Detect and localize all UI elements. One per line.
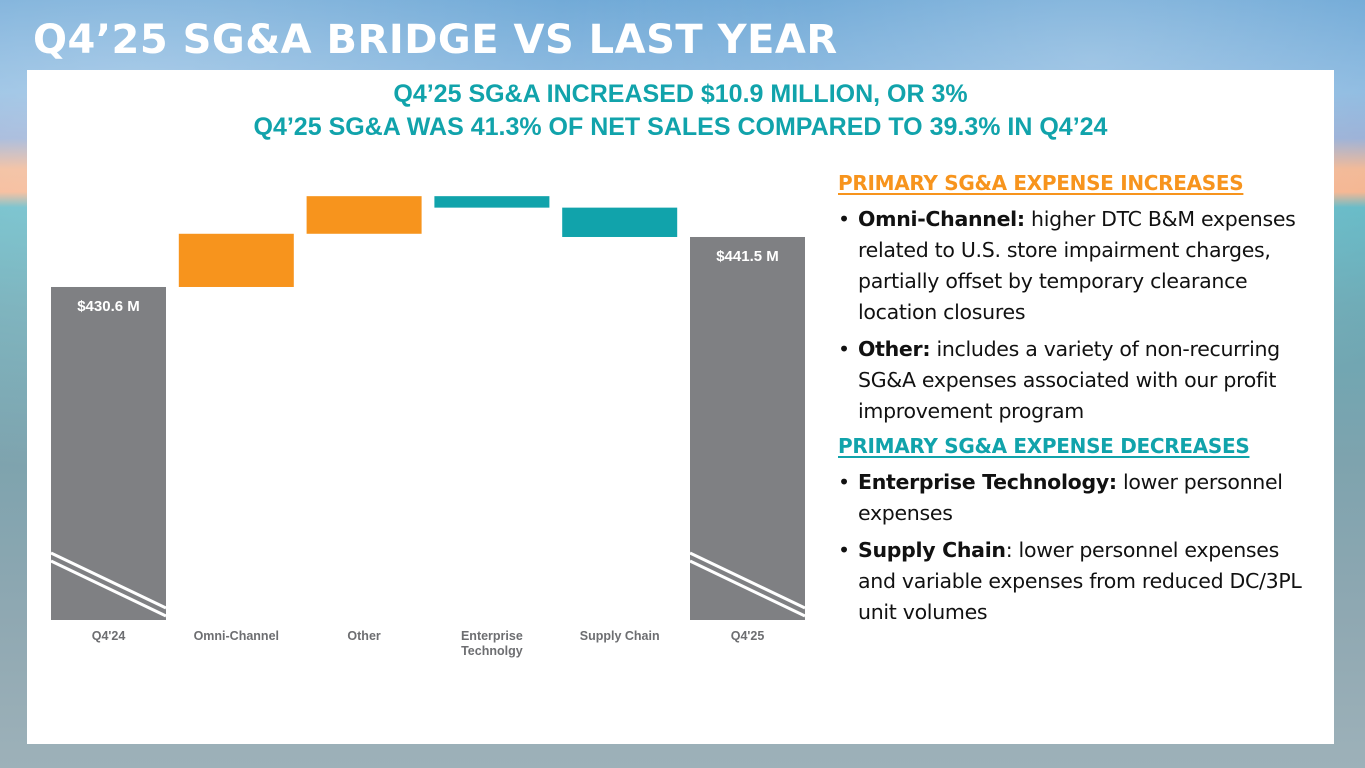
bar-supply-chain: [562, 207, 678, 237]
bar-q4-25: [690, 236, 805, 620]
bullet-icon: •: [838, 538, 850, 562]
axis-break-line: [689, 559, 806, 618]
data-label: $430.6 M: [77, 298, 140, 315]
category-label: Other: [347, 629, 380, 643]
bullet-text: lower personnel expenses: [858, 470, 1283, 525]
bullet-text: includes a variety of non-recurring SG&A…: [858, 337, 1280, 423]
category-label: Omni-Channel: [194, 629, 279, 643]
decreases-heading: PRIMARY SG&A EXPENSE DECREASES: [838, 434, 1250, 458]
slide-title: Q4’25 SG&A BRIDGE VS LAST YEAR: [33, 17, 838, 63]
bullet-icon: •: [838, 207, 850, 231]
bullet-icon: •: [838, 470, 850, 494]
bar-q4-24: [51, 286, 166, 620]
category-label: Supply Chain: [580, 629, 660, 643]
data-label: $441.5 M: [716, 248, 779, 265]
bullet-label: Enterprise Technology:: [858, 470, 1117, 494]
axis-break-line: [50, 559, 167, 618]
bullet-text: : lower personnel expenses and variable …: [858, 538, 1302, 624]
content-card: Q4’25 SG&A INCREASED $10.9 MILLION, OR 3…: [27, 70, 1334, 744]
bullet-text: higher DTC B&M expenses related to U.S. …: [858, 207, 1296, 324]
headline-sga-percent: Q4’25 SG&A WAS 41.3% OF NET SALES COMPAR…: [253, 113, 1108, 141]
category-label: Q4'25: [731, 629, 765, 643]
axis-break-line: [689, 551, 806, 610]
commentary-panel: PRIMARY SG&A EXPENSE INCREASES • Omni-Cha…: [838, 168, 1318, 628]
bullet-label: Omni-Channel:: [858, 207, 1025, 231]
category-label: Q4'24: [92, 629, 126, 643]
increases-heading: PRIMARY SG&A EXPENSE INCREASES: [838, 171, 1244, 195]
bullet-label: Supply Chain: [858, 538, 1006, 562]
category-label: Enterprise: [461, 629, 523, 643]
bullet-icon: •: [838, 337, 850, 361]
decrease-bullet-supply-chain: • Supply Chain: lower personnel expenses …: [838, 535, 1318, 628]
increase-bullet-other: • Other: includes a variety of non-recurr…: [838, 334, 1318, 427]
decrease-bullet-enterprise-technology: • Enterprise Technology: lower personnel …: [838, 467, 1318, 529]
increase-bullet-omni-channel: • Omni-Channel: higher DTC B&M expenses r…: [838, 204, 1318, 328]
headline-sga-increase: Q4’25 SG&A INCREASED $10.9 MILLION, OR 3…: [393, 80, 968, 108]
category-label: Technolgy: [461, 644, 523, 658]
bar-enterprise-technolgy: [434, 196, 550, 208]
axis-break-line: [50, 551, 167, 610]
bar-other: [306, 196, 422, 234]
sga-bridge-chart: $430.6 M Q4'24 Omni-Channel Other Enterprise…: [50, 196, 806, 658]
bar-omni-channel: [178, 233, 294, 287]
bullet-label: Other:: [858, 337, 931, 361]
